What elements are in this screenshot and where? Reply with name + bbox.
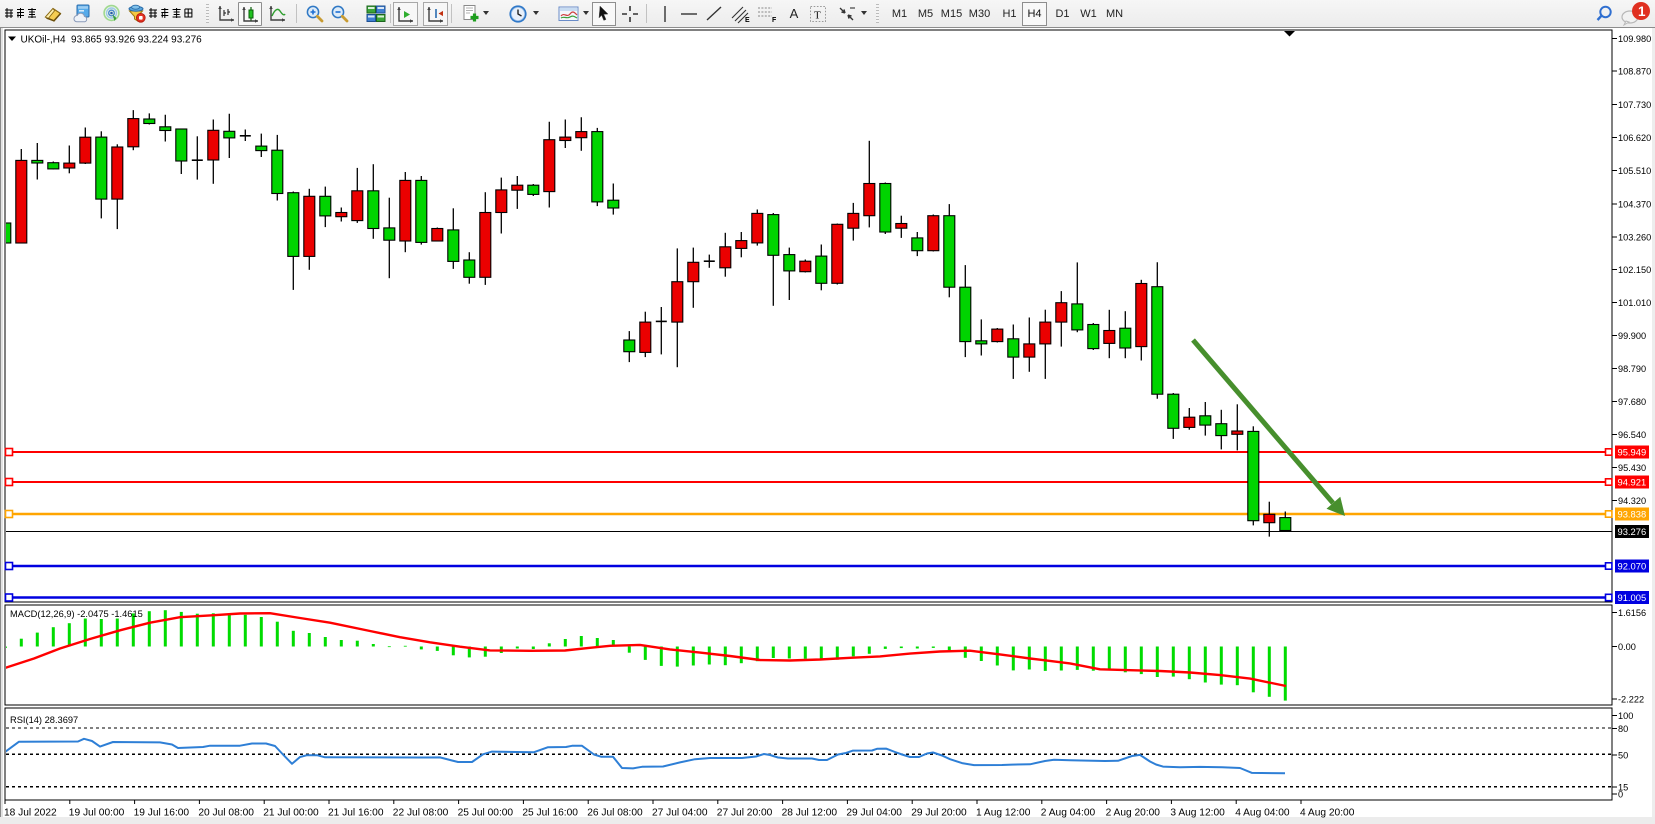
svg-text:MACD(12,26,9) -2.0475 -1.4615: MACD(12,26,9) -2.0475 -1.4615 (10, 609, 143, 619)
svg-text:25 Jul 16:00: 25 Jul 16:00 (522, 808, 578, 819)
svg-text:0: 0 (1618, 789, 1623, 799)
svg-text:107.730: 107.730 (1618, 100, 1651, 110)
svg-text:-2.222: -2.222 (1618, 695, 1644, 705)
svg-text:19 Jul 16:00: 19 Jul 16:00 (134, 808, 190, 819)
svg-text:27 Jul 04:00: 27 Jul 04:00 (652, 808, 708, 819)
svg-text:99.900: 99.900 (1618, 331, 1646, 341)
svg-text:4 Aug 04:00: 4 Aug 04:00 (1235, 808, 1290, 819)
svg-text:96.540: 96.540 (1618, 430, 1646, 440)
svg-text:4 Aug 20:00: 4 Aug 20:00 (1300, 808, 1355, 819)
svg-text:UKOil-,H4 93.865 93.926 93.22: UKOil-,H4 93.865 93.926 93.224 93.276 (21, 35, 203, 46)
svg-text:106.620: 106.620 (1618, 133, 1651, 143)
svg-text:21 Jul 00:00: 21 Jul 00:00 (263, 808, 319, 819)
svg-text:100: 100 (1618, 711, 1633, 721)
svg-text:25 Jul 00:00: 25 Jul 00:00 (458, 808, 514, 819)
svg-text:T: T (814, 9, 821, 21)
svg-text:27 Jul 20:00: 27 Jul 20:00 (717, 808, 773, 819)
svg-text:29 Jul 20:00: 29 Jul 20:00 (911, 808, 967, 819)
svg-text:0.00: 0.00 (1618, 642, 1636, 652)
svg-text:15: 15 (1618, 782, 1628, 792)
svg-text:101.010: 101.010 (1618, 298, 1651, 308)
svg-text:108.870: 108.870 (1618, 67, 1651, 77)
svg-text:29 Jul 04:00: 29 Jul 04:00 (846, 808, 902, 819)
svg-text:92.070: 92.070 (1618, 561, 1647, 572)
svg-text:103.260: 103.260 (1618, 233, 1651, 243)
svg-text:93.838: 93.838 (1618, 509, 1647, 520)
svg-text:97.680: 97.680 (1618, 397, 1646, 407)
svg-text:28 Jul 12:00: 28 Jul 12:00 (782, 808, 838, 819)
svg-text:91.005: 91.005 (1618, 592, 1647, 603)
svg-text:RSI(14) 28.3697: RSI(14) 28.3697 (10, 715, 78, 725)
svg-text:95.430: 95.430 (1618, 463, 1646, 473)
svg-text:1.6156: 1.6156 (1618, 608, 1646, 618)
svg-text:E: E (745, 17, 750, 24)
svg-text:20 Jul 08:00: 20 Jul 08:00 (198, 808, 254, 819)
svg-text:104.370: 104.370 (1618, 200, 1651, 210)
svg-text:1: 1 (1638, 4, 1646, 19)
svg-text:50: 50 (1618, 750, 1628, 760)
svg-text:22 Jul 08:00: 22 Jul 08:00 (393, 808, 449, 819)
svg-text:98.790: 98.790 (1618, 364, 1646, 374)
svg-text:105.510: 105.510 (1618, 166, 1651, 176)
svg-text:21 Jul 16:00: 21 Jul 16:00 (328, 808, 384, 819)
svg-text:1 Aug 12:00: 1 Aug 12:00 (976, 808, 1031, 819)
svg-text:18 Jul 2022: 18 Jul 2022 (4, 808, 57, 819)
svg-text:F: F (772, 17, 777, 24)
svg-text:3 Aug 12:00: 3 Aug 12:00 (1170, 808, 1225, 819)
svg-text:19 Jul 00:00: 19 Jul 00:00 (69, 808, 125, 819)
svg-text:2 Aug 04:00: 2 Aug 04:00 (1041, 808, 1096, 819)
svg-text:80: 80 (1618, 724, 1628, 734)
svg-text:94.320: 94.320 (1618, 496, 1646, 506)
svg-text:93.276: 93.276 (1618, 526, 1647, 537)
svg-text:2 Aug 20:00: 2 Aug 20:00 (1106, 808, 1161, 819)
svg-text:94.921: 94.921 (1618, 477, 1647, 488)
svg-text:26 Jul 08:00: 26 Jul 08:00 (587, 808, 643, 819)
svg-text:109.980: 109.980 (1618, 34, 1651, 44)
svg-text:102.150: 102.150 (1618, 265, 1651, 275)
svg-text:95.949: 95.949 (1618, 447, 1647, 458)
